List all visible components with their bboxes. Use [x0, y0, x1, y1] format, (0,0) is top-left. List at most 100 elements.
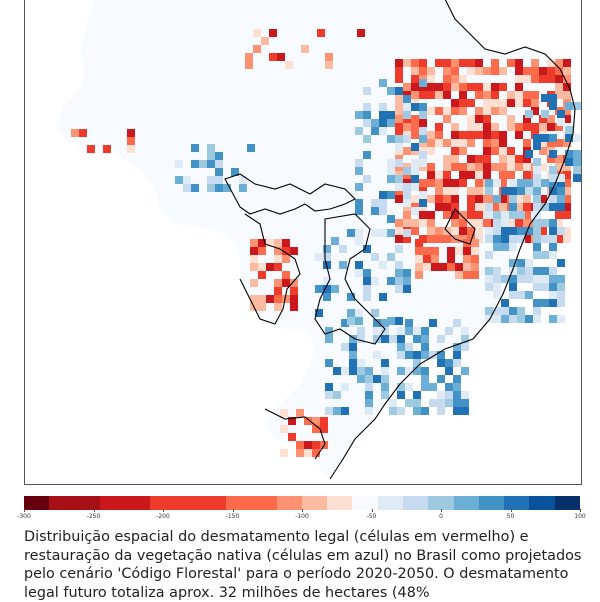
map-cell: [403, 111, 411, 119]
map-cell: [541, 267, 549, 275]
map-cell: [363, 293, 371, 301]
map-cell: [443, 195, 451, 203]
map-cell: [475, 59, 483, 67]
map-cell: [290, 247, 298, 255]
map-cell: [515, 67, 523, 75]
legend-tick-label: -100: [295, 513, 309, 520]
map-cell: [523, 171, 531, 179]
map-cell: [451, 211, 459, 219]
map-cell: [357, 335, 365, 343]
map-cell: [463, 271, 471, 279]
map-cell: [549, 166, 557, 174]
legend-color-segment: [402, 496, 429, 510]
map-cell: [395, 183, 403, 191]
map-cell: [395, 261, 403, 269]
map-cell: [315, 285, 323, 293]
map-cell: [451, 163, 459, 171]
map-cell: [215, 184, 223, 192]
map-cell: [525, 267, 533, 275]
map-cell: [501, 187, 509, 195]
map-cell: [483, 163, 491, 171]
map-cell: [555, 67, 563, 75]
map-cell: [357, 327, 365, 335]
map-cell: [453, 407, 461, 415]
map-cell: [565, 134, 573, 142]
map-cell: [517, 227, 525, 235]
map-cell: [475, 171, 483, 179]
map-cell: [215, 168, 223, 176]
map-cell: [509, 259, 517, 267]
map-cell: [509, 243, 517, 251]
map-cell: [379, 111, 387, 119]
map-cell: [333, 407, 341, 415]
map-cell: [459, 91, 467, 99]
map-cell: [491, 59, 499, 67]
map-cell: [355, 183, 363, 191]
map-cell: [483, 219, 491, 227]
map-cell: [541, 251, 549, 259]
map-cell: [523, 115, 531, 123]
map-cell: [421, 383, 429, 391]
map-cell: [563, 59, 571, 67]
map-cell: [258, 271, 266, 279]
map-cell: [435, 139, 443, 147]
map-cell: [379, 127, 387, 135]
map-cell: [563, 91, 571, 99]
legend-color-segment: [251, 496, 277, 510]
map-cell: [387, 119, 395, 127]
map-cell: [463, 263, 471, 271]
map-cell: [459, 171, 467, 179]
map-cell: [509, 291, 517, 299]
map-cell: [274, 295, 282, 303]
map-cell: [431, 263, 439, 271]
map-cell: [557, 187, 565, 195]
map-cell: [379, 119, 387, 127]
map-cell: [323, 245, 331, 253]
map-cell: [355, 159, 363, 167]
map-cell: [427, 179, 435, 187]
map-cell: [557, 315, 565, 323]
map-cell: [395, 143, 403, 151]
map-cell: [435, 131, 443, 139]
map-cell: [509, 307, 517, 315]
map-cell: [491, 131, 499, 139]
map-cell: [341, 407, 349, 415]
map-cell: [485, 203, 493, 211]
map-cell: [523, 155, 531, 163]
map-cell: [373, 375, 381, 383]
map-cell: [288, 417, 296, 425]
map-cell: [435, 83, 443, 91]
map-cell: [461, 327, 469, 335]
map-cell: [493, 291, 501, 299]
map-cell: [483, 83, 491, 91]
map-cell: [549, 134, 557, 142]
map-cell: [531, 75, 539, 83]
map-cell: [127, 129, 135, 137]
legend-color-segment: [428, 496, 454, 510]
map-cell: [191, 144, 199, 152]
map-cell: [547, 59, 555, 67]
map-cell: [405, 383, 413, 391]
map-cell: [451, 179, 459, 187]
legend-color-segment: [200, 496, 227, 510]
map-cell: [491, 91, 499, 99]
map-cell: [557, 179, 565, 187]
map-cell: [253, 45, 261, 53]
map-cell: [419, 219, 427, 227]
legend-tick-label: -200: [156, 513, 170, 520]
map-cell: [395, 235, 403, 243]
map-cell: [274, 279, 282, 287]
map-cell: [250, 279, 258, 287]
state-borders: [224, 0, 576, 480]
map-cell: [274, 255, 282, 263]
map-cell: [403, 59, 411, 67]
map-cell: [413, 335, 421, 343]
map-cell: [437, 399, 445, 407]
map-cell: [371, 119, 379, 127]
map-cell: [475, 83, 483, 91]
map-cell: [365, 375, 373, 383]
legend-tick-label: 0: [439, 513, 443, 520]
map-cell: [347, 229, 355, 237]
legend-color-segment: [125, 496, 151, 510]
map-cell: [266, 263, 274, 271]
